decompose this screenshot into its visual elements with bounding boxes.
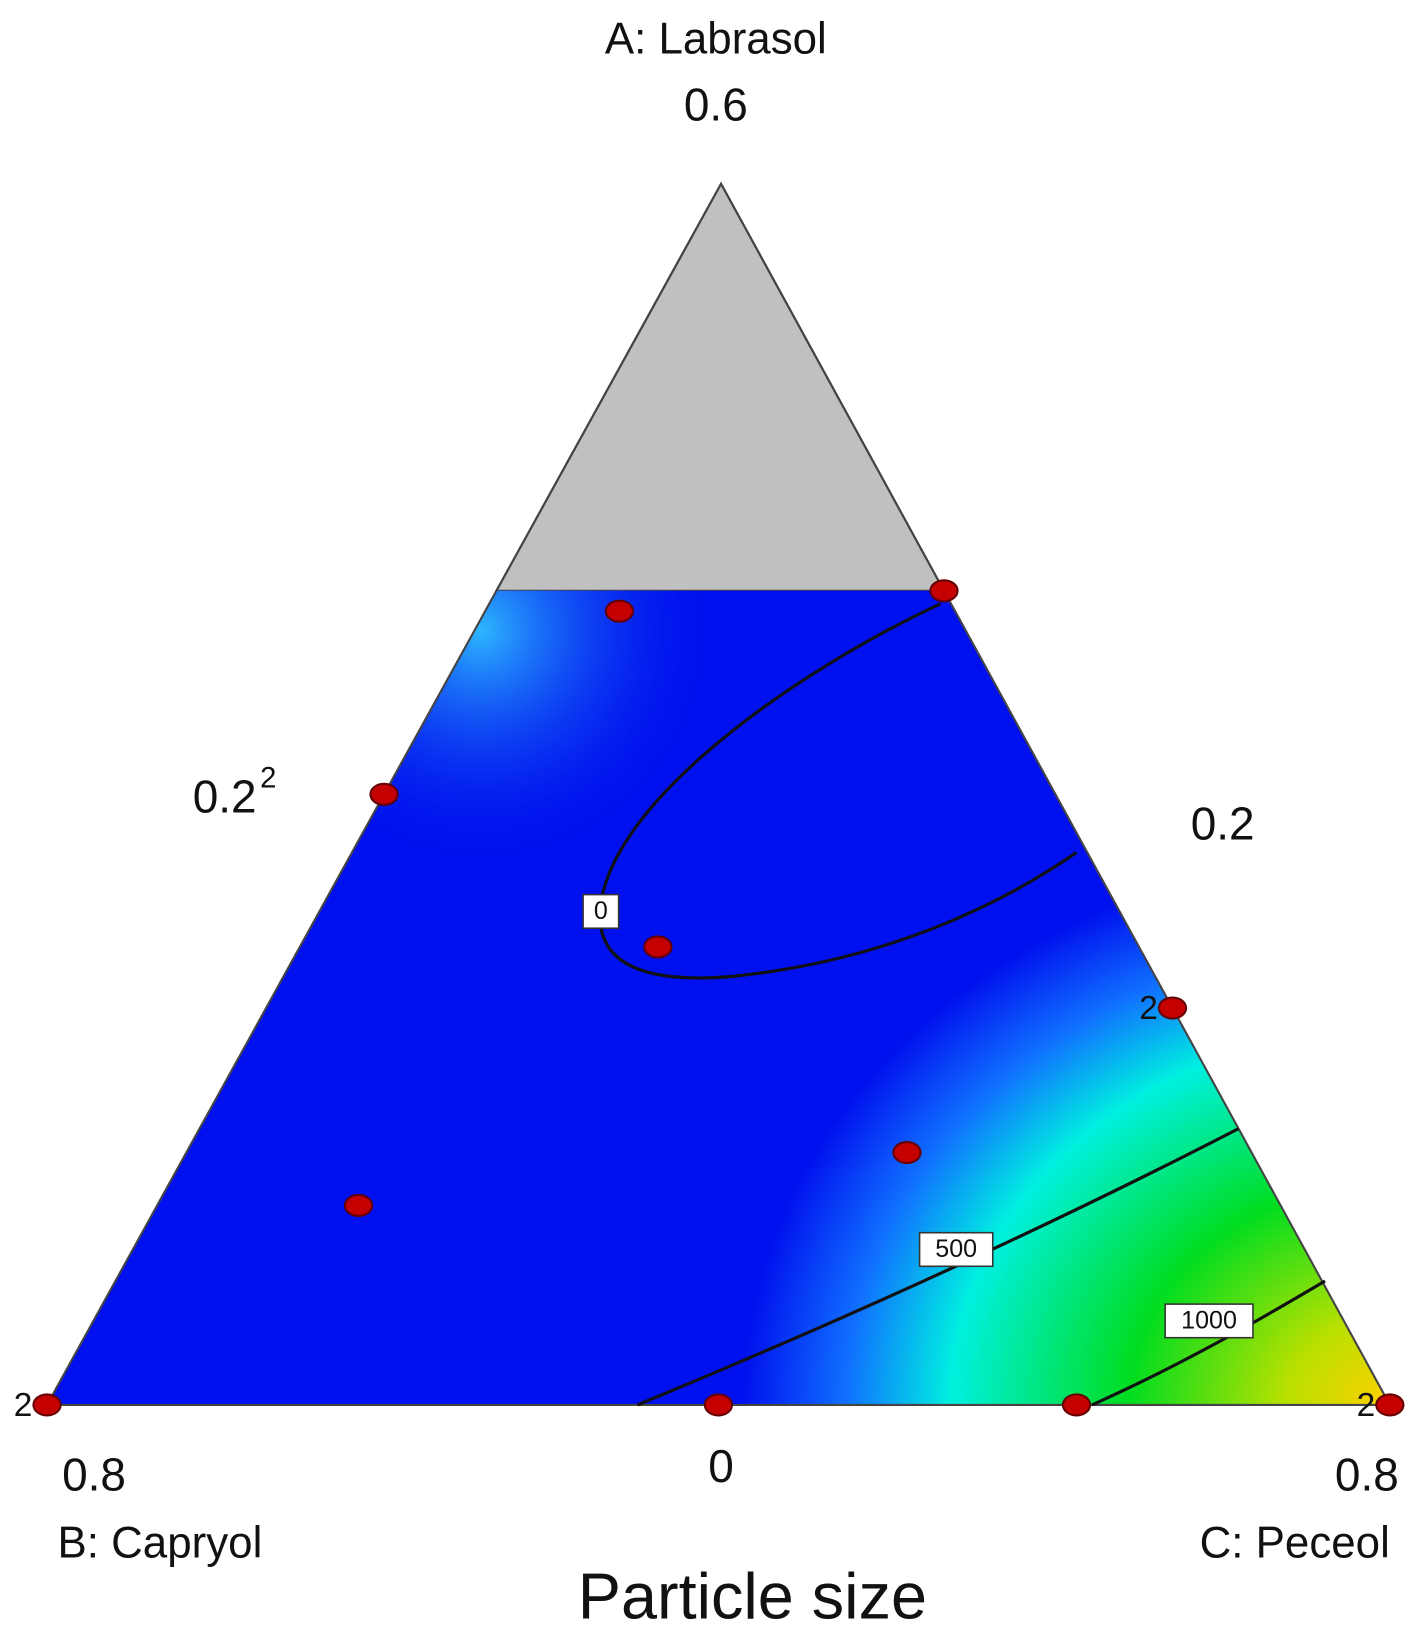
chart-title: Particle size (578, 1559, 927, 1632)
design-point (892, 1140, 922, 1165)
contour-label: 0 (594, 897, 608, 925)
replicate-label: 2 (260, 761, 276, 794)
design-point (929, 579, 959, 603)
plot-area: 0 500 1000 2 2 2 2 A: Labrasol 0.6 0 0.8 0.2 B: Capr… (14, 15, 1405, 1632)
contour-label: 500 (935, 1235, 977, 1263)
contour-line (636, 1127, 1240, 1407)
axis-title: C: Peceol (1200, 1518, 1390, 1567)
contour-line (598, 602, 1078, 980)
contour-label-box (1164, 1303, 1254, 1339)
design-point (343, 1193, 374, 1217)
replicate-label: 2 (1357, 1387, 1376, 1424)
edge-label: 0.2 (193, 770, 257, 822)
design-point (32, 1393, 62, 1417)
axis-title: B: Capryol (57, 1518, 262, 1567)
replicate-label: 2 (14, 1387, 33, 1424)
contour-line (1091, 1279, 1326, 1407)
contour-label-box (918, 1231, 994, 1268)
design-point (1061, 1393, 1092, 1417)
response-glow (47, 590, 1390, 1405)
design-point (1375, 1393, 1405, 1417)
axis-title: A: Labrasol (605, 15, 827, 64)
edge-label: 0 (708, 1440, 734, 1492)
design-point (703, 1393, 734, 1417)
design-point (643, 935, 673, 959)
replicate-label: 2 (1139, 990, 1158, 1027)
edge-label: 0.2 (1191, 798, 1255, 850)
vertex-label: 0.8 (62, 1449, 126, 1501)
contour-label-box (582, 893, 620, 929)
contour-label: 1000 (1181, 1307, 1237, 1335)
vertex-label: 0.8 (1335, 1449, 1399, 1501)
design-point (604, 599, 635, 623)
infeasible-region (494, 181, 946, 592)
design-point (369, 782, 399, 806)
design-point (1157, 996, 1188, 1020)
vertex-label: 0.6 (684, 78, 748, 130)
